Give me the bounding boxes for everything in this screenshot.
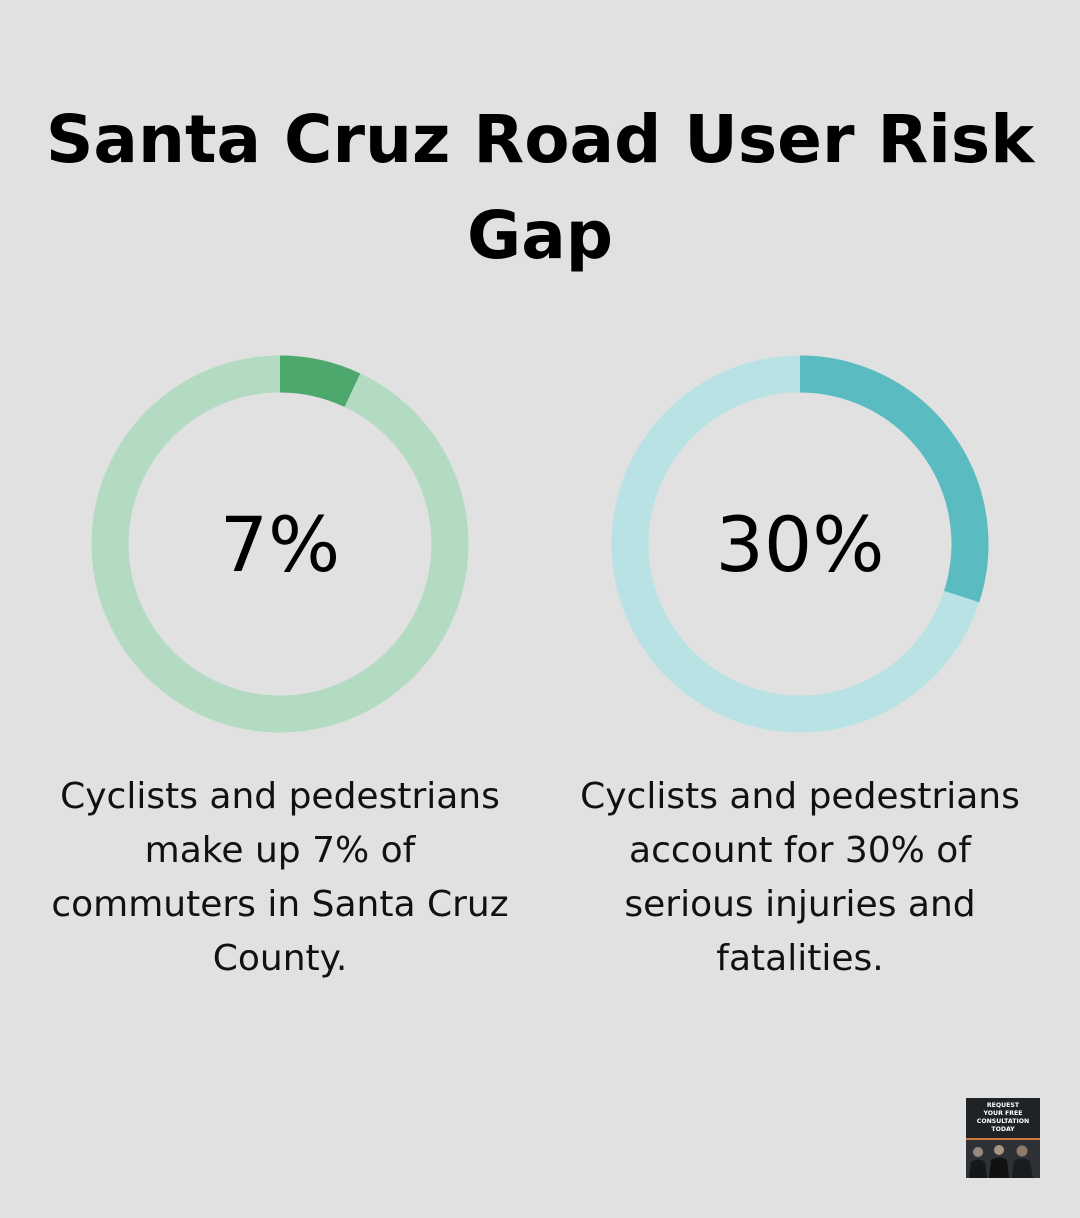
donut-percent-label: 30% — [715, 500, 885, 589]
donut-percent-label: 7% — [219, 500, 341, 589]
donut-value-arc — [799, 355, 989, 603]
cta-divider — [966, 1138, 1040, 1140]
donut-chart-injuries-svg — [611, 355, 989, 733]
free-consultation-badge[interactable]: REQUEST YOUR FREE CONSULTATION TODAY — [966, 1098, 1040, 1178]
donut-caption-injuries: Cyclists and pedestrians account for 30%… — [580, 776, 1020, 979]
donut-value-arc — [279, 355, 361, 408]
donut-caption-commuters: Cyclists and pedestrians make up 7% of c… — [51, 776, 509, 979]
chart-title: Santa Cruz Road User Risk Gap — [45, 101, 1035, 274]
attorneys-photo — [966, 1140, 1040, 1178]
donut-chart-commuters: 7% — [80, 350, 480, 740]
donut-chart-injuries: 30% — [600, 350, 1000, 740]
cta-text: REQUEST YOUR FREE CONSULTATION TODAY — [976, 1102, 1030, 1133]
donut-chart-commuters-svg — [91, 355, 469, 733]
